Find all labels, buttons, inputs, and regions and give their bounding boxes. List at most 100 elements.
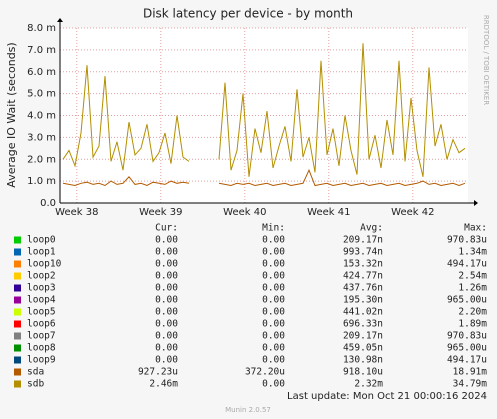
- legend-label: loop10: [27, 259, 62, 270]
- legend-swatch: [14, 284, 21, 292]
- legend-stat: 0.00: [262, 271, 285, 282]
- legend-stat: 0.00: [262, 343, 285, 354]
- legend-stat: 0.00: [262, 235, 285, 246]
- legend-stat: 0.00: [155, 307, 178, 318]
- legend-stat: 0.00: [155, 247, 178, 258]
- legend-stat: 1.89m: [458, 319, 487, 330]
- y-tick-label: 5.0 m: [27, 89, 56, 100]
- legend-stat: 0.00: [262, 319, 285, 330]
- legend-stat: 2.46m: [149, 379, 178, 390]
- legend-swatch: [14, 296, 21, 304]
- legend-swatch: [14, 308, 21, 316]
- legend-stat: 209.17n: [343, 235, 383, 246]
- last-update: Last update: Mon Oct 21 00:00:16 2024: [287, 391, 487, 402]
- column-header: Avg:: [360, 223, 383, 234]
- y-tick-label: 6.0 m: [27, 67, 56, 78]
- legend-stat: 965.00u: [447, 295, 487, 306]
- legend-stat: 0.00: [155, 295, 178, 306]
- legend-label: loop1: [27, 247, 56, 258]
- legend-label: sdb: [27, 379, 44, 390]
- legend-stat: 970.83u: [447, 235, 487, 246]
- legend-stat: 970.83u: [447, 331, 487, 342]
- y-tick-label: 8.0 m: [27, 23, 56, 34]
- x-tick-label: Week 38: [55, 207, 98, 218]
- column-header: Cur:: [155, 223, 178, 234]
- legend-label: loop7: [27, 331, 56, 342]
- legend-stat: 0.00: [155, 319, 178, 330]
- series-line: [62, 168, 466, 187]
- legend-stat: 0.00: [155, 331, 178, 342]
- legend-swatch: [14, 380, 21, 388]
- legend-stat: 0.00: [155, 271, 178, 282]
- legend-stat: 153.32n: [343, 259, 383, 270]
- legend-swatch: [14, 236, 21, 244]
- x-tick-label: Week 39: [139, 207, 182, 218]
- legend-stat: 965.00u: [447, 343, 487, 354]
- legend-stat: 0.00: [262, 295, 285, 306]
- legend-label: loop0: [27, 235, 56, 246]
- legend-swatch: [14, 248, 21, 256]
- column-header: Min:: [262, 223, 285, 234]
- legend-stat: 0.00: [155, 283, 178, 294]
- y-axis-label: Average IO Wait (seconds): [5, 42, 18, 187]
- y-axis-arrow: [57, 18, 63, 22]
- legend-label: loop3: [27, 283, 56, 294]
- legend-stat: 494.17u: [447, 355, 487, 366]
- y-tick-label: 2.0 m: [27, 154, 56, 165]
- legend-stat: 2.20m: [458, 307, 487, 318]
- legend-label: loop8: [27, 343, 56, 354]
- legend-swatch: [14, 368, 21, 376]
- legend-stat: 494.17u: [447, 259, 487, 270]
- legend-stat: 993.74n: [343, 247, 383, 258]
- legend-stat: 372.20u: [245, 367, 285, 378]
- legend-stat: 918.10u: [343, 367, 383, 378]
- legend-stat: 437.76n: [343, 283, 383, 294]
- legend-stat: 0.00: [262, 355, 285, 366]
- legend-stat: 0.00: [155, 343, 178, 354]
- legend-stat: 0.00: [155, 355, 178, 366]
- legend-stat: 195.30n: [343, 295, 383, 306]
- legend-stat: 424.77n: [343, 271, 383, 282]
- legend-stat: 0.00: [262, 307, 285, 318]
- legend-label: loop2: [27, 271, 56, 282]
- y-tick-label: 1.0 m: [27, 176, 56, 187]
- legend-stat: 0.00: [155, 235, 178, 246]
- column-header: Max:: [464, 223, 487, 234]
- legend-stat: 1.26m: [458, 283, 487, 294]
- x-tick-label: Week 40: [223, 207, 266, 218]
- y-tick-label: 4.0 m: [27, 111, 56, 122]
- footer: Munin 2.0.57: [225, 406, 271, 414]
- legend-stat: 2.54m: [458, 271, 487, 282]
- x-tick-label: Week 42: [391, 207, 434, 218]
- legend-stat: 18.91m: [453, 367, 488, 378]
- legend-stat: 34.79m: [453, 379, 488, 390]
- legend-stat: 1.34m: [458, 247, 487, 258]
- legend-stat: 696.33n: [343, 319, 383, 330]
- legend-stat: 0.00: [262, 379, 285, 390]
- legend-swatch: [14, 320, 21, 328]
- legend-label: loop4: [27, 295, 56, 306]
- y-tick-label: 0.0: [40, 198, 56, 209]
- legend-swatch: [14, 356, 21, 364]
- x-axis-arrow: [474, 200, 478, 206]
- legend-stat: 441.02n: [343, 307, 383, 318]
- legend-stat: 2.32m: [354, 379, 383, 390]
- legend-stat: 209.17n: [343, 331, 383, 342]
- legend-label: loop5: [27, 307, 56, 318]
- legend-label: sda: [27, 367, 44, 378]
- legend-stat: 0.00: [155, 259, 178, 270]
- legend-stat: 0.00: [262, 283, 285, 294]
- y-tick-label: 7.0 m: [27, 45, 56, 56]
- series-line: [62, 43, 466, 177]
- y-tick-label: 3.0 m: [27, 132, 56, 143]
- legend-stat: 0.00: [262, 331, 285, 342]
- legend-label: loop9: [27, 355, 56, 366]
- legend-label: loop6: [27, 319, 56, 330]
- chart-title: Disk latency per device - by month: [143, 7, 353, 21]
- legend-stat: 0.00: [262, 259, 285, 270]
- side-label: RRDTOOL / TOBI OETIKER: [482, 15, 490, 105]
- legend-stat: 459.05n: [343, 343, 383, 354]
- x-tick-label: Week 41: [307, 207, 350, 218]
